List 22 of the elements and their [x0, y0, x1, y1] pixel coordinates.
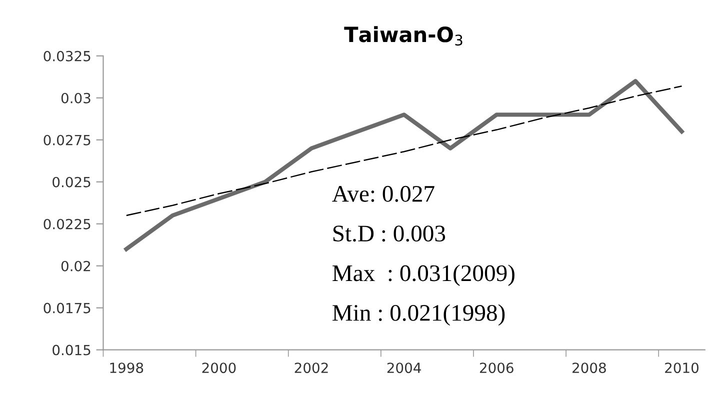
y-tick-label: 0.0225 — [44, 218, 90, 230]
y-tick-label: 0.0325 — [44, 50, 90, 62]
annotation: Max : 0.031(2009) — [332, 264, 514, 286]
y-tick-label: 0.02 — [61, 260, 90, 272]
y-tick-label: 0.025 — [52, 176, 90, 188]
x-tick-label: 2006 — [480, 362, 514, 374]
y-tick-label: 0.03 — [61, 92, 90, 104]
line-series — [126, 86, 682, 216]
y-tick-label: 0.015 — [52, 344, 90, 356]
x-tick-label: 2008 — [572, 362, 606, 374]
annotation: Ave: 0.027 — [332, 186, 434, 202]
x-tick-label: 2004 — [387, 362, 421, 374]
x-tick-label: 2002 — [294, 362, 328, 374]
annotation: Min : 0.021(1998) — [332, 304, 505, 326]
annotation: St.D : 0.003 — [333, 226, 446, 242]
x-tick-label: 1998 — [110, 362, 144, 374]
y-tick-label: 0.0275 — [44, 134, 90, 146]
line-series — [124, 79, 684, 252]
chart-title: Taiwan-O$_{3}$ — [344, 26, 462, 46]
x-tick-label: 2000 — [202, 362, 236, 374]
x-tick-label: 2010 — [665, 362, 698, 374]
y-tick-label: 0.0175 — [44, 302, 90, 314]
